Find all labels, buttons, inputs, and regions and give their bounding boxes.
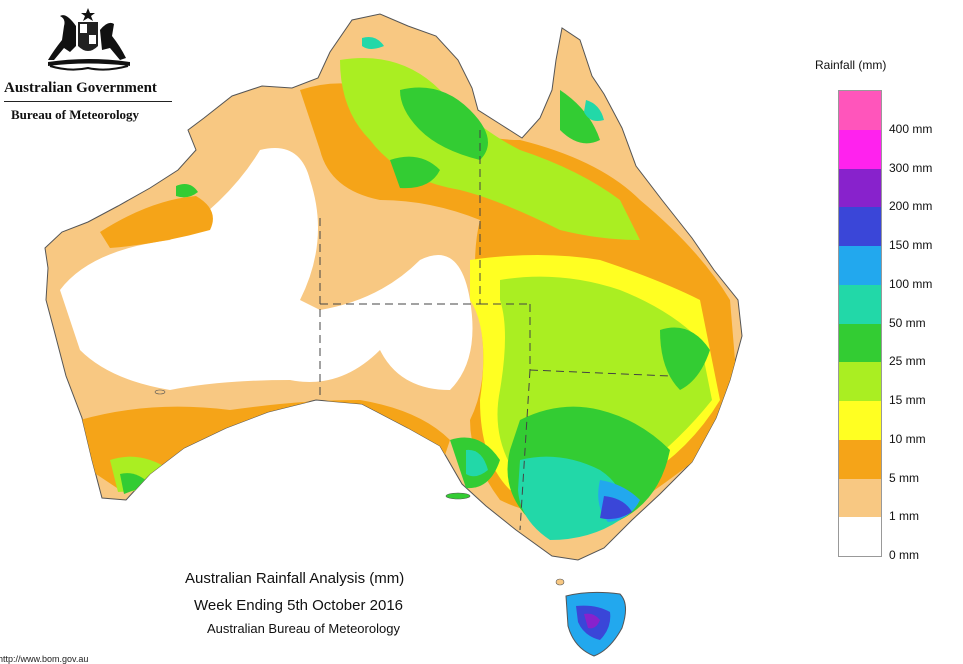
legend-label: 300 mm xyxy=(889,160,933,175)
rainfall-map xyxy=(44,13,743,657)
legend-label: 50 mm xyxy=(889,315,926,330)
legend-title: Rainfall (mm) xyxy=(815,58,887,72)
header-divider xyxy=(4,101,172,102)
legend-swatch xyxy=(839,517,881,556)
legend-swatch xyxy=(839,284,881,324)
map-source: Australian Bureau of Meteorology xyxy=(207,621,400,636)
legend-label: 1 mm xyxy=(889,509,919,524)
government-name: Australian Government xyxy=(4,80,157,96)
legend-swatch xyxy=(839,478,881,518)
legend-label: 15 mm xyxy=(889,393,926,407)
legend-label: 100 mm xyxy=(889,276,933,291)
legend-swatch xyxy=(839,91,881,130)
legend-label: 10 mm xyxy=(889,431,926,446)
legend-swatch xyxy=(839,207,881,246)
legend-swatch xyxy=(839,246,881,285)
legend-label: 150 mm xyxy=(889,238,933,252)
map-subtitle: Week Ending 5th October 2016 xyxy=(194,597,404,614)
legend-label: 25 mm xyxy=(889,354,926,369)
rainfall-legend: 400 mm 300 mm 200 mm 150 mm 100 mm 50 mm 25 mm… xyxy=(838,90,932,562)
coat-of-arms-icon xyxy=(48,8,130,71)
legend-label: 5 mm xyxy=(889,470,919,485)
legend-label: 200 mm xyxy=(889,199,933,214)
bureau-name: Bureau of Meteorology xyxy=(11,107,140,122)
legend-swatch xyxy=(839,401,881,440)
map-title: Australian Rainfall Analysis (mm) xyxy=(185,570,405,587)
legend-swatch xyxy=(839,439,881,479)
legend-label: 400 mm xyxy=(889,121,933,136)
source-url: http://www.bom.gov.au xyxy=(0,654,89,664)
legend-swatch xyxy=(839,362,881,401)
legend-swatch xyxy=(839,129,881,169)
legend-swatch xyxy=(839,323,881,363)
legend-label: 0 mm xyxy=(889,548,919,562)
legend-swatch xyxy=(839,168,881,208)
